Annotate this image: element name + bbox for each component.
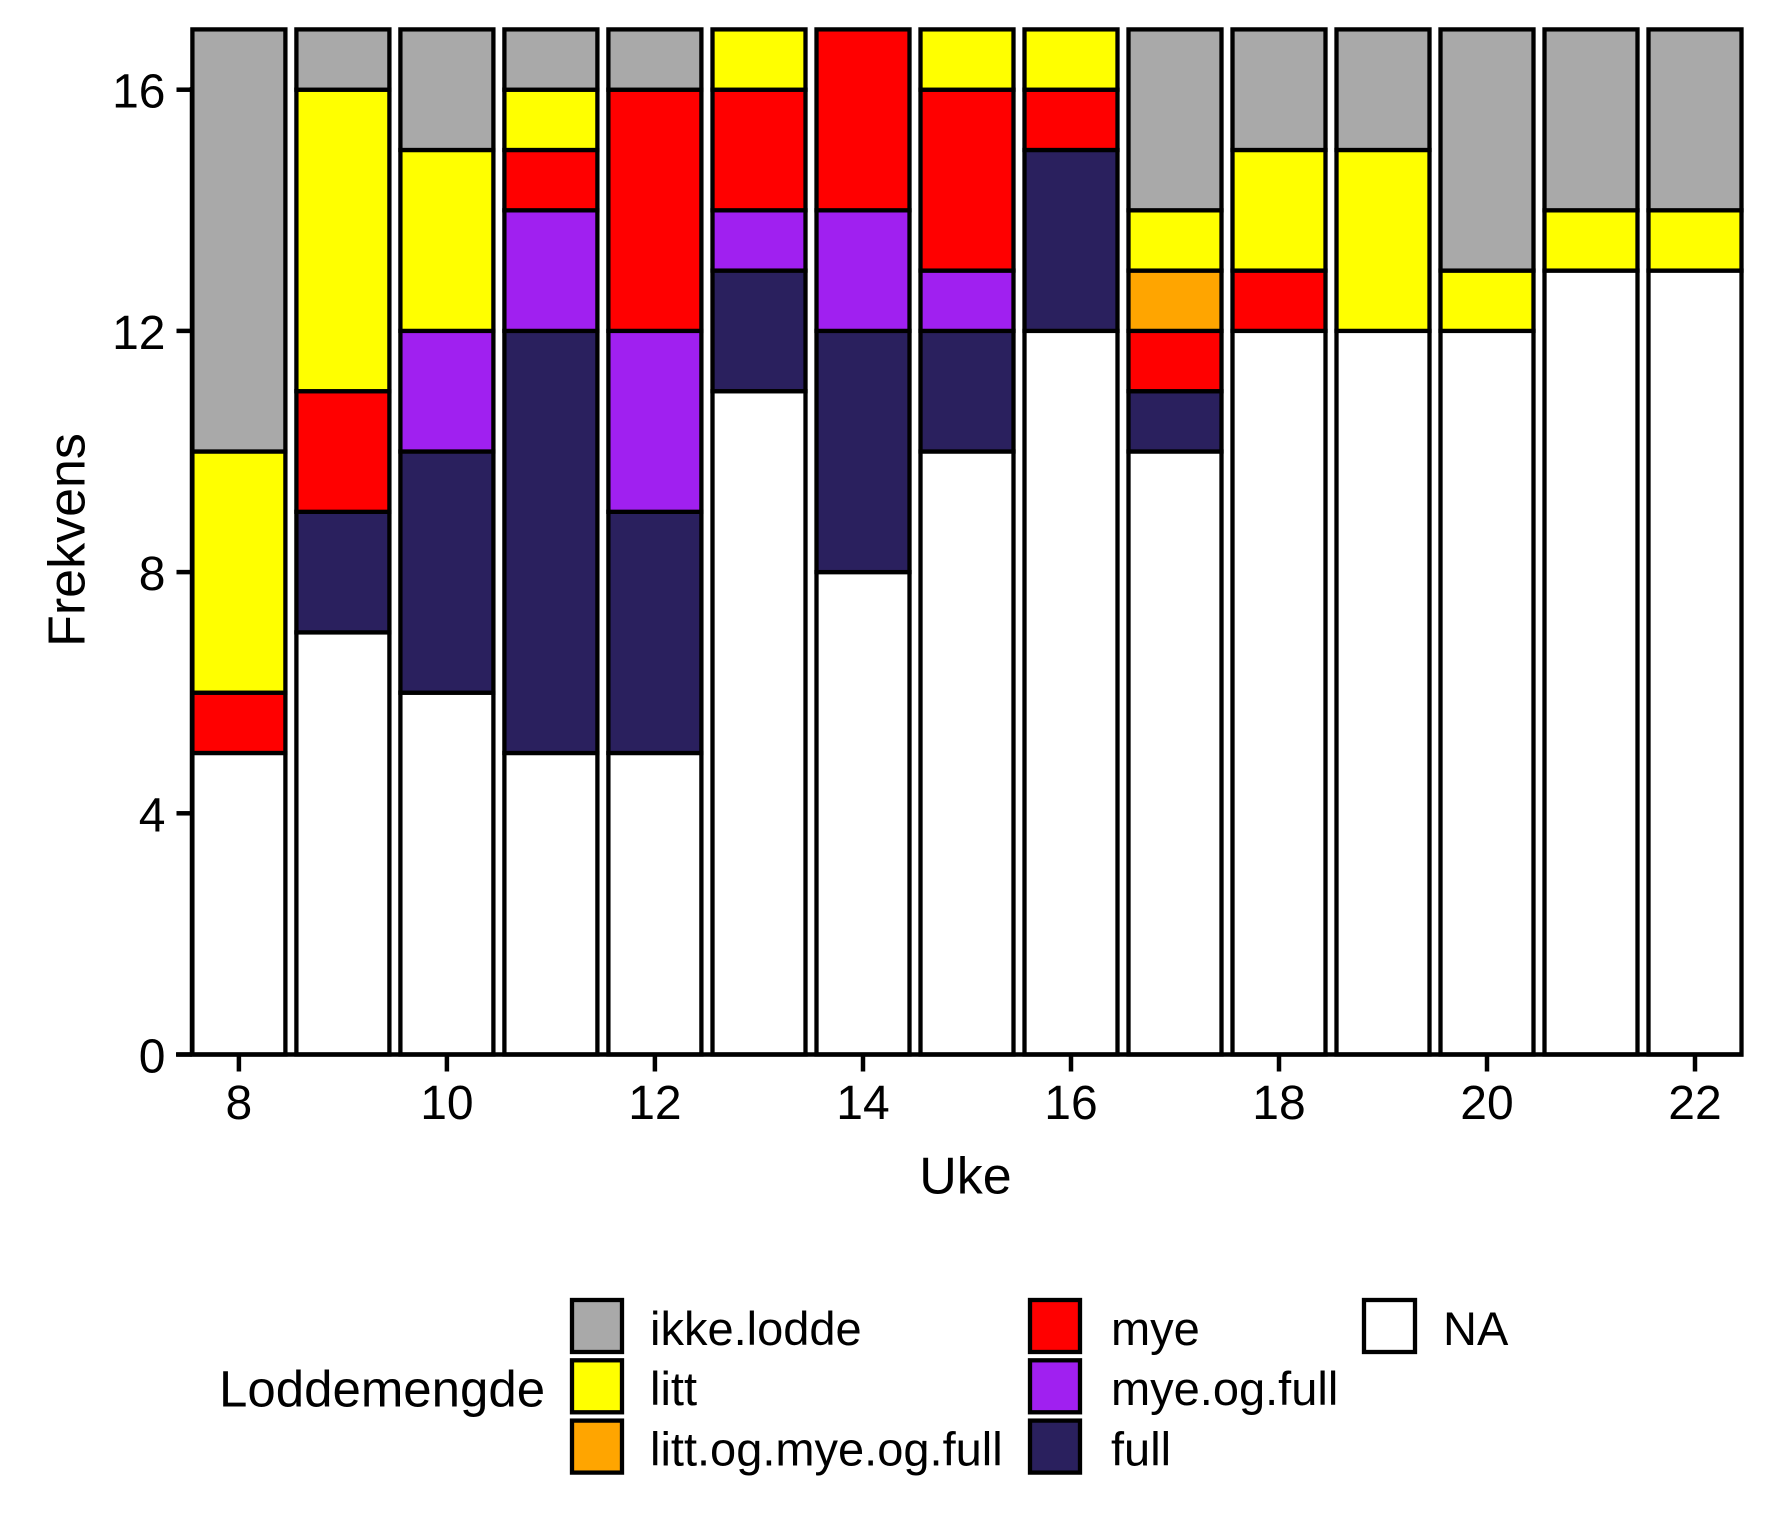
svg-text:litt.og.mye.og.full: litt.og.mye.og.full <box>650 1423 1003 1476</box>
svg-text:12: 12 <box>112 307 165 360</box>
svg-text:NA: NA <box>1443 1302 1509 1355</box>
svg-text:20: 20 <box>1460 1077 1513 1130</box>
svg-text:16: 16 <box>112 66 165 119</box>
svg-text:Uke: Uke <box>919 1148 1011 1206</box>
svg-text:22: 22 <box>1668 1077 1721 1130</box>
svg-text:10: 10 <box>420 1077 473 1130</box>
svg-text:mye: mye <box>1111 1302 1200 1355</box>
svg-text:Frekvens: Frekvens <box>39 433 97 647</box>
svg-text:12: 12 <box>628 1077 681 1130</box>
svg-text:0: 0 <box>139 1031 166 1084</box>
svg-text:litt: litt <box>650 1362 697 1415</box>
svg-text:mye.og.full: mye.og.full <box>1111 1362 1338 1415</box>
svg-text:18: 18 <box>1252 1077 1305 1130</box>
svg-text:4: 4 <box>139 789 166 842</box>
svg-text:8: 8 <box>226 1077 253 1130</box>
svg-text:14: 14 <box>836 1077 889 1130</box>
svg-text:16: 16 <box>1044 1077 1097 1130</box>
svg-text:ikke.lodde: ikke.lodde <box>650 1302 862 1355</box>
svg-text:full: full <box>1111 1423 1171 1476</box>
svg-text:Loddemengde: Loddemengde <box>219 1361 545 1418</box>
svg-text:8: 8 <box>139 548 166 601</box>
